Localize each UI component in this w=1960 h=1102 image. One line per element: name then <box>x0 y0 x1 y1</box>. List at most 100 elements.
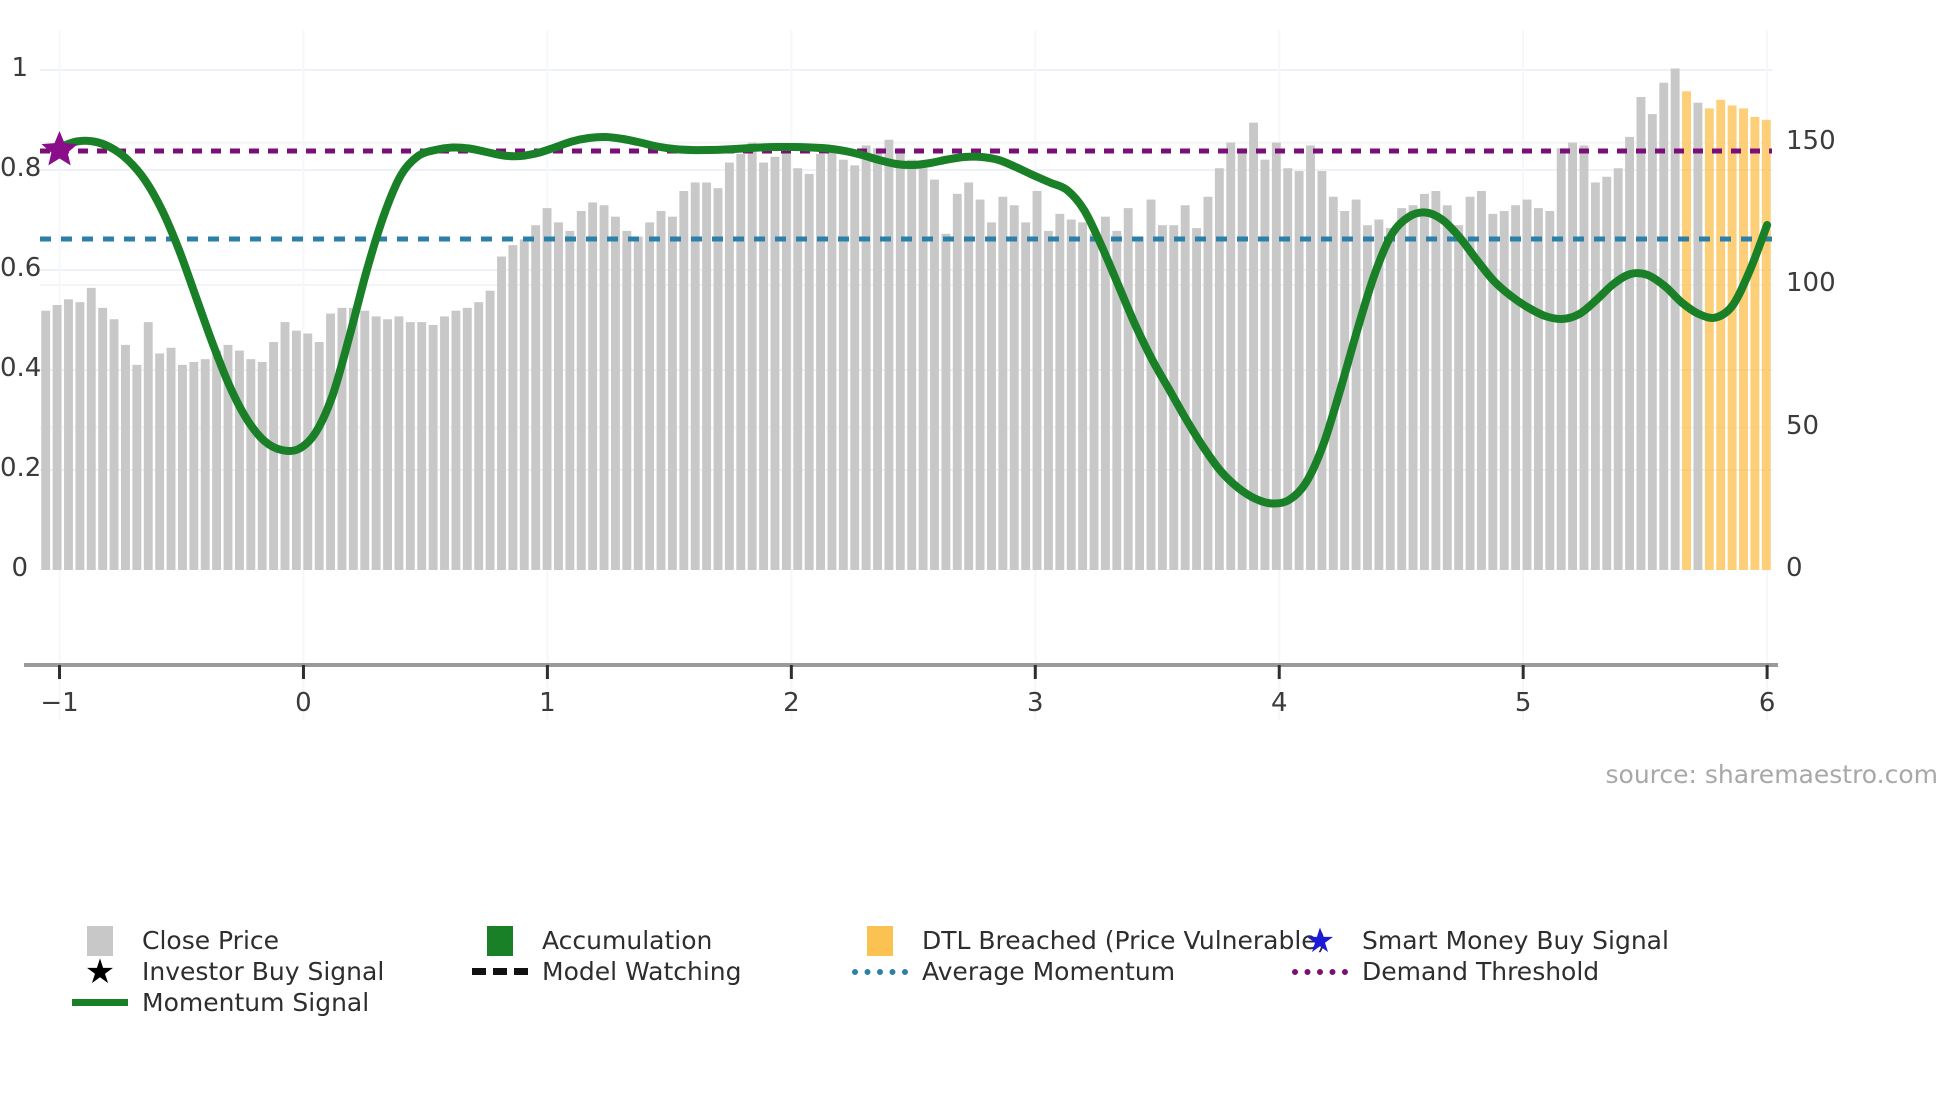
bar-close-price <box>1363 225 1372 570</box>
bar-close-price <box>1249 122 1258 570</box>
bar-close-price <box>1533 208 1543 570</box>
legend-marker <box>1292 968 1348 975</box>
bar-close-price <box>234 350 244 570</box>
legend-item[interactable]: Accumulation <box>472 925 852 956</box>
bar-close-price <box>189 361 199 570</box>
y-axis-left-tick-label: 0.6 <box>0 253 42 283</box>
bar-close-price <box>1271 142 1281 570</box>
bar-close-price <box>679 191 689 570</box>
legend-item[interactable]: Close Price <box>72 925 472 956</box>
legend-item[interactable]: Average Momentum <box>852 956 1292 987</box>
legend-item-label: Momentum Signal <box>142 988 370 1017</box>
bar-close-price <box>1579 145 1589 570</box>
bar-close-price <box>1112 230 1122 570</box>
bar-close-price <box>1214 168 1224 571</box>
bar-close-price <box>1385 228 1395 570</box>
bar-close-price <box>895 148 905 570</box>
bar-close-price <box>303 333 313 570</box>
bar-close-price <box>998 196 1008 570</box>
bar-close-price <box>1032 191 1042 570</box>
bar-close-price <box>269 342 279 570</box>
bar-close-price <box>246 359 256 570</box>
legend-item[interactable]: Model Watching <box>472 956 852 987</box>
bar-close-price <box>98 307 108 570</box>
bar-close-price <box>1488 213 1498 570</box>
legend-item[interactable]: ★ Investor Buy Signal <box>72 955 472 989</box>
bar-dtl-breached <box>1750 116 1760 570</box>
y-axis-left-tick-label: 0.2 <box>0 453 42 483</box>
bar-close-price <box>337 307 347 570</box>
x-axis-tick-label: 3 <box>1027 688 1044 718</box>
bar-close-price <box>1203 196 1213 570</box>
dotted-line-icon <box>1292 968 1348 975</box>
bar-close-price <box>770 156 780 570</box>
bar-close-price <box>508 245 518 570</box>
bar-close-price <box>850 165 860 570</box>
bar-close-price <box>1499 210 1509 570</box>
bar-close-price <box>1545 210 1555 570</box>
bar-close-price <box>371 316 381 570</box>
bar-close-price <box>827 151 837 570</box>
legend-marker <box>472 925 528 956</box>
dotted-line-icon <box>852 968 908 975</box>
bar-close-price <box>1226 142 1236 570</box>
bar-close-price <box>86 287 96 570</box>
x-axis-tick-label: 0 <box>295 688 312 718</box>
legend-item[interactable]: DTL Breached (Price Vulnerable) <box>852 925 1326 956</box>
legend-item[interactable]: ★ Smart Money Buy Signal <box>1292 924 1712 958</box>
square-swatch-icon <box>487 925 513 956</box>
bar-close-price <box>645 222 655 570</box>
bar-close-price <box>1454 225 1464 570</box>
legend-item-label: Demand Threshold <box>1362 957 1600 986</box>
bar-close-price <box>542 208 552 570</box>
bar-close-price <box>702 182 712 570</box>
bar-close-price <box>1511 205 1521 570</box>
legend-item[interactable]: Demand Threshold <box>1292 956 1712 987</box>
bar-close-price <box>497 256 506 570</box>
bar-close-price <box>223 344 233 570</box>
legend-item[interactable]: Momentum Signal <box>72 987 472 1018</box>
x-axis-tick-label: 1 <box>539 688 556 718</box>
bar-close-price <box>554 222 563 570</box>
bar-close-price <box>1294 171 1304 570</box>
bar-close-price <box>1078 222 1088 570</box>
bar-close-price <box>588 202 598 571</box>
bar-close-price <box>633 236 643 571</box>
square-swatch-icon <box>87 925 113 956</box>
bar-close-price <box>166 347 176 570</box>
bar-close-price <box>1613 168 1623 571</box>
legend-marker <box>852 968 908 975</box>
legend-item-label: Model Watching <box>542 957 742 986</box>
bar-close-price <box>713 188 723 571</box>
bar-close-price <box>348 307 358 570</box>
bar-close-price <box>326 313 336 570</box>
bar-close-price <box>1317 171 1327 570</box>
bar-close-price <box>1374 219 1384 570</box>
bar-close-price <box>838 159 848 570</box>
bar-close-price <box>109 319 119 570</box>
legend-item-label: Smart Money Buy Signal <box>1362 926 1669 955</box>
bar-close-price <box>394 316 404 570</box>
bar-close-price <box>280 322 290 570</box>
bar-close-price <box>952 193 962 570</box>
bar-close-price <box>1043 230 1053 570</box>
bar-close-price <box>474 302 484 570</box>
bar-close-price <box>1100 216 1110 571</box>
star-icon: ★ <box>1304 920 1336 961</box>
bar-close-price <box>440 316 449 570</box>
bar-close-price <box>1590 182 1600 570</box>
y-axis-left-tick-label: 1 <box>11 53 28 83</box>
bar-close-price <box>405 322 415 570</box>
dashed-line-icon <box>472 968 528 975</box>
line-momentum-signal <box>55 132 1772 508</box>
bar-close-price <box>793 168 803 571</box>
bar-close-price <box>1442 205 1452 570</box>
y-axis-left-tick-label: 0 <box>11 553 28 583</box>
y-axis-right-tick-label: 100 <box>1786 268 1836 299</box>
legend-marker: ★ <box>1292 924 1348 958</box>
bar-close-price <box>1351 199 1361 570</box>
bar-close-price <box>1237 148 1247 570</box>
bar-close-price <box>1021 222 1031 570</box>
bar-close-price <box>736 153 746 571</box>
